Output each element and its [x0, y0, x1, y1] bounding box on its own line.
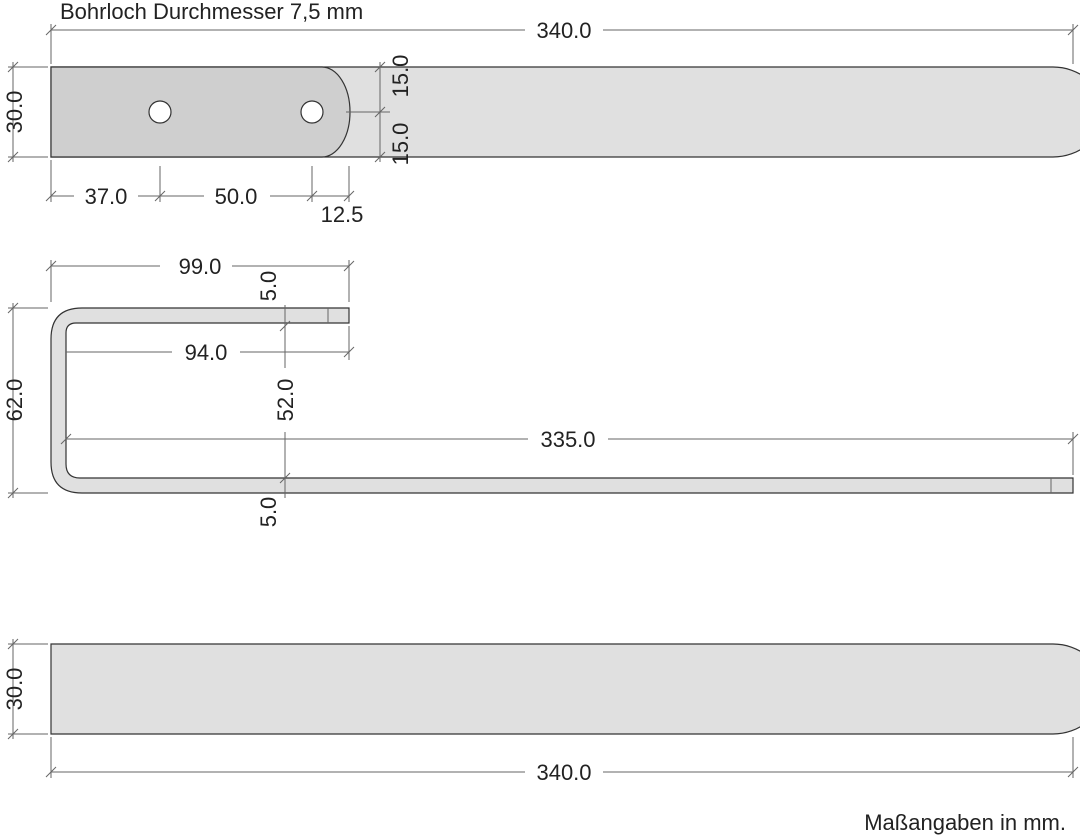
top-width-label: 30.0 [2, 91, 27, 134]
bottom-length-label: 340.0 [536, 760, 591, 785]
overall-height-label: 62.0 [2, 379, 27, 422]
bottom-view: 30.0 340.0 [2, 638, 1080, 785]
top-view-mount-area [50, 66, 351, 158]
side-view: 99.0 5.0 94.0 62.0 52.0 335.0 5.0 [2, 254, 1079, 528]
end-offset-label: 12.5 [321, 202, 364, 227]
bottom-view-bar [50, 643, 1080, 735]
bottom-thickness-label: 5.0 [256, 497, 281, 528]
bottom-arm-length-label: 335.0 [540, 427, 595, 452]
top-arm-length-label: 99.0 [179, 254, 222, 279]
top-length-label: 340.0 [536, 18, 591, 43]
side-view-bracket [50, 307, 1074, 494]
hole-spacing-label: 50.0 [215, 184, 258, 209]
half-width-lower-label: 15.0 [388, 123, 413, 166]
half-width-upper-label: 15.0 [388, 55, 413, 98]
drill-hole-2 [300, 100, 324, 124]
bottom-width-label: 30.0 [2, 668, 27, 711]
inner-height-label: 52.0 [273, 379, 298, 422]
hole-offset-label: 37.0 [85, 184, 128, 209]
top-view: 340.0 30.0 15.0 15.0 37.0 50.0 12.5 [2, 18, 1080, 227]
drill-hole-note: Bohrloch Durchmesser 7,5 mm [60, 0, 363, 24]
inner-length-label: 94.0 [185, 340, 228, 365]
units-note: Maßangaben in mm. [864, 810, 1066, 835]
drill-hole-1 [148, 100, 172, 124]
top-thickness-label: 5.0 [256, 271, 281, 302]
